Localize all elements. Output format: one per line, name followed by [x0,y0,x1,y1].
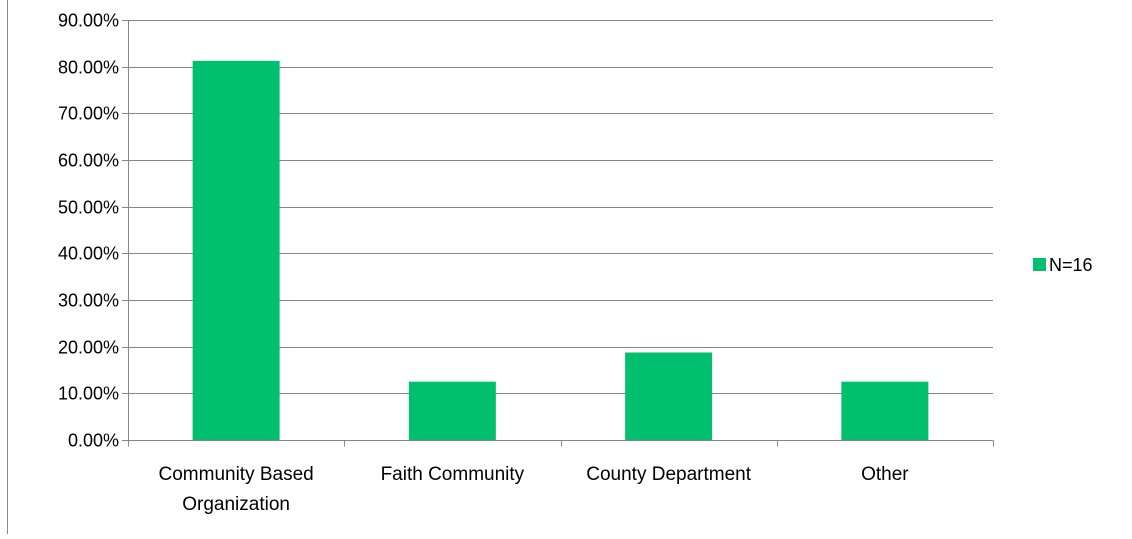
x-tick-labels: Community Based Organization Faith Communi… [159,464,910,515]
bars [192,60,929,440]
bar [625,352,713,440]
y-tick-label: 70.00% [58,104,119,124]
y-tick-label: 40.00% [58,244,119,264]
y-tick-label: 50.00% [58,198,119,218]
x-tick-label: Organization [182,494,290,515]
y-tick-label: 30.00% [58,291,119,311]
bar [192,60,280,440]
bar [841,381,929,440]
x-tick-label: Community Based [159,464,314,485]
legend-swatch [1033,258,1046,271]
y-tick-labels: 0.00% 10.00% 20.00% 30.00% 40.00% 50.00% 60.00… [58,11,119,451]
legend-label: N=16 [1049,255,1093,275]
y-tick-label: 20.00% [58,338,119,358]
y-tick-label: 80.00% [58,58,119,78]
legend: N=16 [1033,255,1093,275]
y-tick-label: 10.00% [58,384,119,404]
y-tick-label: 0.00% [68,431,119,451]
y-tick-label: 90.00% [58,11,119,31]
x-tick-label: Other [861,464,909,485]
axes [7,0,994,534]
bar [408,381,496,440]
y-tick-label: 60.00% [58,151,119,171]
x-tick-label: County Department [586,464,751,485]
x-tick-label: Faith Community [381,464,525,485]
